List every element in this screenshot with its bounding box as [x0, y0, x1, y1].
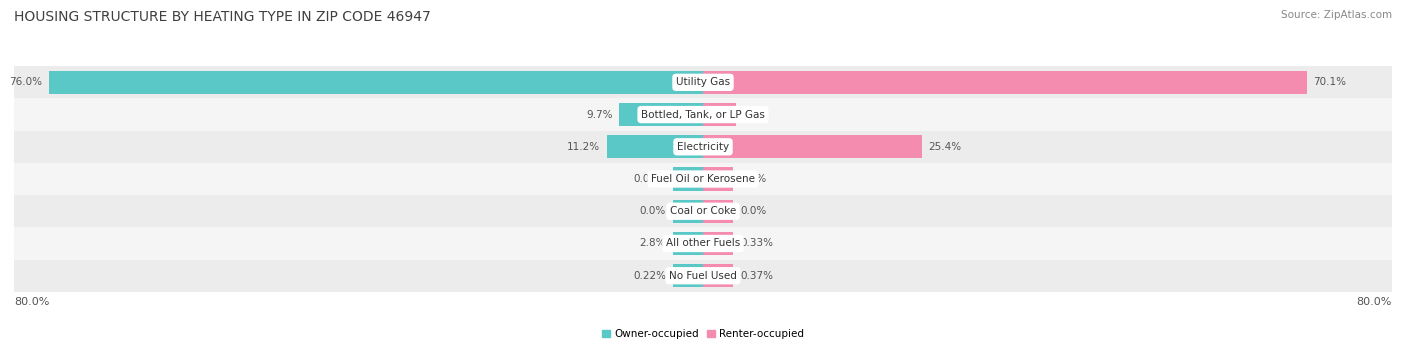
- Text: 0.22%: 0.22%: [633, 271, 666, 281]
- Bar: [14, 260, 1392, 292]
- Text: Bottled, Tank, or LP Gas: Bottled, Tank, or LP Gas: [641, 109, 765, 120]
- Text: Source: ZipAtlas.com: Source: ZipAtlas.com: [1281, 10, 1392, 20]
- Text: 80.0%: 80.0%: [1357, 297, 1392, 307]
- Bar: [703, 103, 735, 126]
- Text: Fuel Oil or Kerosene: Fuel Oil or Kerosene: [651, 174, 755, 184]
- Bar: [14, 66, 1392, 99]
- Text: 80.0%: 80.0%: [14, 297, 49, 307]
- Text: Electricity: Electricity: [676, 142, 730, 152]
- Bar: [673, 167, 703, 191]
- Bar: [673, 232, 703, 255]
- Text: Utility Gas: Utility Gas: [676, 77, 730, 87]
- Bar: [703, 71, 1306, 94]
- Bar: [703, 199, 733, 223]
- Text: 11.2%: 11.2%: [567, 142, 599, 152]
- Bar: [703, 167, 733, 191]
- Text: 25.4%: 25.4%: [928, 142, 962, 152]
- Bar: [703, 232, 733, 255]
- Bar: [673, 199, 703, 223]
- Bar: [703, 135, 922, 159]
- Bar: [620, 103, 703, 126]
- Text: HOUSING STRUCTURE BY HEATING TYPE IN ZIP CODE 46947: HOUSING STRUCTURE BY HEATING TYPE IN ZIP…: [14, 10, 430, 24]
- Bar: [14, 131, 1392, 163]
- Text: 2.8%: 2.8%: [640, 238, 666, 249]
- Bar: [673, 264, 703, 287]
- Bar: [48, 71, 703, 94]
- Text: Coal or Coke: Coal or Coke: [669, 206, 737, 216]
- Text: 70.1%: 70.1%: [1313, 77, 1347, 87]
- Bar: [14, 99, 1392, 131]
- Bar: [14, 195, 1392, 227]
- Text: 9.7%: 9.7%: [586, 109, 613, 120]
- Text: All other Fuels: All other Fuels: [666, 238, 740, 249]
- Bar: [14, 163, 1392, 195]
- Text: 0.33%: 0.33%: [740, 238, 773, 249]
- Bar: [703, 264, 733, 287]
- Text: 0.05%: 0.05%: [633, 174, 666, 184]
- Text: 0.37%: 0.37%: [740, 271, 773, 281]
- Text: No Fuel Used: No Fuel Used: [669, 271, 737, 281]
- Text: 76.0%: 76.0%: [8, 77, 42, 87]
- Bar: [606, 135, 703, 159]
- Legend: Owner-occupied, Renter-occupied: Owner-occupied, Renter-occupied: [598, 325, 808, 341]
- Text: 0.0%: 0.0%: [740, 206, 766, 216]
- Text: 0.0%: 0.0%: [740, 174, 766, 184]
- Text: 3.8%: 3.8%: [742, 109, 769, 120]
- Bar: [14, 227, 1392, 260]
- Text: 0.0%: 0.0%: [640, 206, 666, 216]
